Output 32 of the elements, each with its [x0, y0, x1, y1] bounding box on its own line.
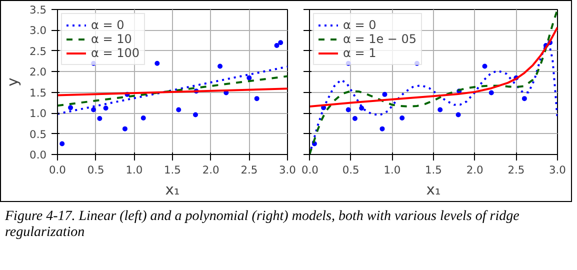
x-tick-label: 2.5 — [240, 164, 258, 176]
legend-label: α = 10 — [91, 32, 132, 46]
y-tick-label: 2.5 — [30, 44, 47, 58]
x-tick-label: 3.0 — [279, 164, 296, 176]
legend-label: α = 1 — [343, 46, 376, 60]
y-tick-label: 1.0 — [30, 107, 47, 120]
y-tick-label: 0.5 — [30, 128, 47, 141]
x-tick-label: 2.5 — [508, 164, 525, 176]
x-tick-label: 1.0 — [384, 164, 401, 176]
x-tick-label: 0.0 — [302, 164, 319, 176]
x-axis-title: x₁ — [165, 182, 180, 198]
x-tick-label: 3.0 — [549, 164, 566, 176]
legend-label: α = 0 — [343, 18, 376, 32]
y-tick-label: 2.0 — [30, 66, 47, 79]
y-tick-label: 0.0 — [30, 148, 47, 162]
legend-label: α = 100 — [91, 46, 140, 60]
x-tick-label: 0.5 — [87, 164, 104, 176]
y-tick-label: 3.5 — [30, 4, 47, 16]
legend-label: α = 1e − 05 — [343, 32, 417, 46]
x-tick-label: 2.0 — [202, 164, 220, 176]
x-tick-label: 1.5 — [164, 164, 181, 176]
y-axis-title: y — [4, 77, 22, 86]
caption: Figure 4-17. Linear (left) and a polynomial (right) models, both with various levels of ridge regularization — [5, 209, 520, 242]
x-tick-label: 0.5 — [342, 164, 360, 176]
x-tick-label: 2.0 — [466, 164, 484, 176]
legend-label: α = 0 — [91, 18, 124, 32]
y-tick-label: 1.5 — [30, 86, 47, 100]
x-tick-label: 1.5 — [425, 164, 442, 176]
x-tick-label: 1.0 — [126, 164, 143, 176]
y-tick-label: 3.0 — [30, 24, 47, 38]
x-axis-title: x₁ — [426, 182, 441, 198]
x-tick-label: 0.0 — [49, 164, 66, 176]
